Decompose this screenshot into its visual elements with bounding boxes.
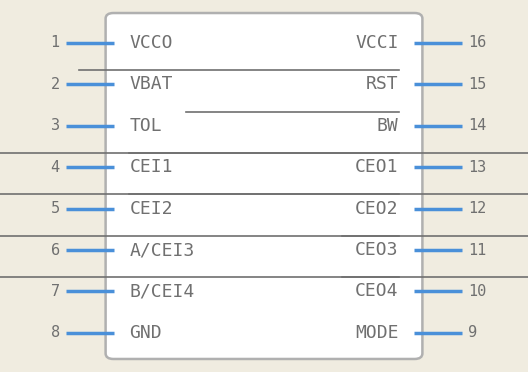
Text: 13: 13 [468, 160, 487, 174]
FancyBboxPatch shape [106, 13, 422, 359]
Text: 14: 14 [468, 118, 487, 133]
Text: CEO1: CEO1 [355, 158, 399, 176]
Text: CEO2: CEO2 [355, 200, 399, 218]
Text: 8: 8 [51, 326, 60, 340]
Text: 7: 7 [51, 284, 60, 299]
Text: 12: 12 [468, 201, 487, 216]
Text: VCCO: VCCO [129, 34, 173, 52]
Text: 5: 5 [51, 201, 60, 216]
Text: 3: 3 [51, 118, 60, 133]
Text: VBAT: VBAT [129, 75, 173, 93]
Text: VCCI: VCCI [355, 34, 399, 52]
Text: GND: GND [129, 324, 162, 342]
Text: CEI2: CEI2 [129, 200, 173, 218]
Text: 10: 10 [468, 284, 487, 299]
Text: 15: 15 [468, 77, 487, 92]
Text: 6: 6 [51, 243, 60, 257]
Text: 16: 16 [468, 35, 487, 50]
Text: 1: 1 [51, 35, 60, 50]
Text: CEI1: CEI1 [129, 158, 173, 176]
Text: 4: 4 [51, 160, 60, 174]
Text: CEO4: CEO4 [355, 282, 399, 301]
Text: 9: 9 [468, 326, 477, 340]
Text: RST: RST [366, 75, 399, 93]
Text: BW: BW [377, 117, 399, 135]
Text: CEO3: CEO3 [355, 241, 399, 259]
Text: 11: 11 [468, 243, 487, 257]
Text: A/CEI3: A/CEI3 [129, 241, 195, 259]
Text: MODE: MODE [355, 324, 399, 342]
Text: B/CEI4: B/CEI4 [129, 282, 195, 301]
Text: 2: 2 [51, 77, 60, 92]
Text: TOL: TOL [129, 117, 162, 135]
